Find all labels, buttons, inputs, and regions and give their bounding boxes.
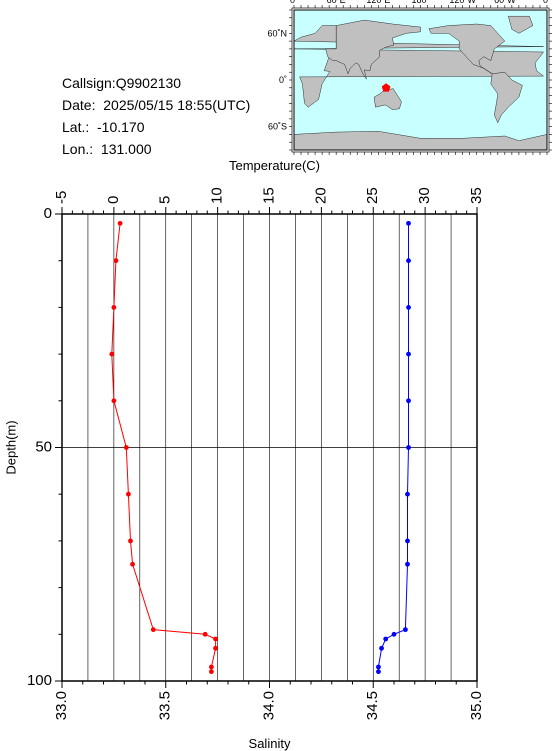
salinity-point bbox=[130, 561, 135, 567]
temperature-tick-label: 35 bbox=[468, 187, 485, 204]
temperature-axis-title: Temperature(C) bbox=[229, 158, 320, 173]
temperature-tick-label: 15 bbox=[260, 187, 277, 204]
temperature-point bbox=[376, 669, 381, 675]
map-lon-label: 60˚E bbox=[327, 0, 346, 5]
date-text: Date: 2025/05/15 18:55(UTC) bbox=[62, 97, 251, 113]
salinity-axis-title: Salinity bbox=[249, 736, 291, 751]
temperature-point bbox=[403, 627, 408, 633]
temperature-point bbox=[405, 491, 410, 497]
salinity-point bbox=[109, 351, 115, 357]
temperature-point bbox=[406, 305, 411, 310]
salinity-tick-label: 33.5 bbox=[157, 691, 174, 720]
temperature-tick-label: 5 bbox=[157, 196, 174, 204]
north-america-land bbox=[428, 23, 506, 74]
temperature-tick-label: 0 bbox=[105, 196, 122, 204]
depth-tick-label: 100 bbox=[27, 672, 52, 689]
salinity-point bbox=[117, 220, 123, 226]
salinity-point bbox=[202, 631, 208, 637]
salinity-point bbox=[111, 305, 117, 310]
depth-axis-title: Depth(m) bbox=[3, 420, 18, 474]
temperature-point bbox=[406, 220, 411, 226]
temperature-point bbox=[391, 631, 397, 637]
temperature-point bbox=[383, 636, 389, 642]
salinity-point bbox=[209, 669, 214, 675]
greenland-land bbox=[508, 16, 534, 34]
salinity-point bbox=[123, 445, 129, 450]
asia-land bbox=[325, 19, 421, 80]
salinity-point bbox=[125, 491, 131, 497]
temperature-tick-label: 10 bbox=[209, 187, 226, 204]
temperature-point bbox=[379, 645, 384, 651]
map-lon-label: 60˚W bbox=[494, 0, 516, 5]
temperature-point bbox=[405, 538, 410, 544]
temperature-point bbox=[406, 258, 411, 264]
salinity-tick-label: 34.5 bbox=[364, 691, 381, 720]
longitude-text: Lon.: 131.000 bbox=[62, 141, 152, 157]
salinity-point bbox=[213, 636, 218, 642]
map-lon-label: 120˚E bbox=[366, 0, 390, 5]
salinity-point bbox=[209, 664, 214, 670]
salinity-point bbox=[113, 258, 119, 264]
south-america-land bbox=[490, 71, 523, 124]
map-lon-label: 0˚ bbox=[290, 0, 298, 5]
map-lat-label: 60˚S bbox=[268, 122, 287, 132]
temperature-point bbox=[406, 445, 411, 450]
latitude-text: Lat.: -10.170 bbox=[62, 119, 145, 135]
salinity-tick-label: 33.0 bbox=[53, 691, 70, 720]
temperature-tick-label: -5 bbox=[53, 191, 70, 204]
salinity-tick-label: 34.0 bbox=[260, 691, 277, 720]
map-lon-label: 0˚ bbox=[543, 0, 551, 5]
salinity-tick-label: 35.0 bbox=[468, 691, 485, 720]
salinity-point bbox=[213, 645, 218, 651]
map-lat-label: 0˚ bbox=[279, 75, 287, 85]
depth-tick-label: 50 bbox=[35, 438, 52, 455]
temperature-point bbox=[405, 561, 410, 567]
salinity-point bbox=[128, 538, 133, 544]
station-marker bbox=[381, 83, 391, 92]
map-frame bbox=[293, 9, 548, 151]
salinity-point bbox=[111, 398, 117, 404]
temperature-tick-label: 20 bbox=[312, 187, 329, 204]
map-lat-label: 60˚N bbox=[267, 28, 287, 38]
map-lon-label: 180˚ bbox=[411, 0, 429, 5]
temperature-point bbox=[406, 398, 411, 404]
depth-tick-label: 0 bbox=[44, 205, 52, 222]
salinity-point bbox=[150, 627, 156, 633]
station-info: Callsign:Q9902130 Date: 2025/05/15 18:55… bbox=[62, 72, 250, 160]
temperature-tick-label: 30 bbox=[416, 187, 433, 204]
map-lon-label: 120˚W bbox=[449, 0, 476, 5]
temperature-tick-label: 25 bbox=[364, 187, 381, 204]
temperature-point bbox=[376, 664, 381, 670]
callsign-text: Callsign:Q9902130 bbox=[62, 75, 182, 91]
temperature-point bbox=[406, 351, 411, 357]
